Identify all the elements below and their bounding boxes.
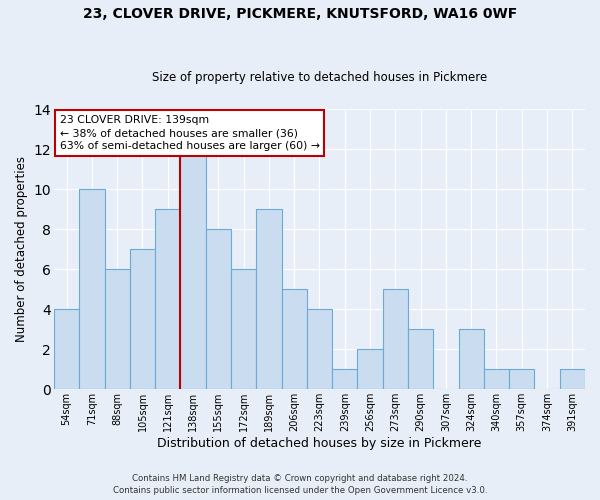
Bar bbox=[458, 330, 484, 390]
X-axis label: Distribution of detached houses by size in Pickmere: Distribution of detached houses by size … bbox=[157, 437, 482, 450]
Y-axis label: Number of detached properties: Number of detached properties bbox=[15, 156, 28, 342]
Bar bbox=[383, 290, 408, 390]
Bar bbox=[307, 310, 332, 390]
Text: 23, CLOVER DRIVE, PICKMERE, KNUTSFORD, WA16 0WF: 23, CLOVER DRIVE, PICKMERE, KNUTSFORD, W… bbox=[83, 8, 517, 22]
Bar bbox=[509, 370, 535, 390]
Bar bbox=[560, 370, 585, 390]
Bar bbox=[358, 350, 383, 390]
Text: 23 CLOVER DRIVE: 139sqm
← 38% of detached houses are smaller (36)
63% of semi-de: 23 CLOVER DRIVE: 139sqm ← 38% of detache… bbox=[59, 115, 320, 151]
Bar bbox=[408, 330, 433, 390]
Text: Contains HM Land Registry data © Crown copyright and database right 2024.
Contai: Contains HM Land Registry data © Crown c… bbox=[113, 474, 487, 495]
Bar bbox=[332, 370, 358, 390]
Bar bbox=[104, 270, 130, 390]
Bar bbox=[79, 190, 104, 390]
Bar bbox=[54, 310, 79, 390]
Bar bbox=[281, 290, 307, 390]
Bar bbox=[155, 210, 181, 390]
Title: Size of property relative to detached houses in Pickmere: Size of property relative to detached ho… bbox=[152, 72, 487, 85]
Bar bbox=[206, 230, 231, 390]
Bar bbox=[256, 210, 281, 390]
Bar bbox=[181, 150, 206, 390]
Bar bbox=[484, 370, 509, 390]
Bar bbox=[130, 250, 155, 390]
Bar bbox=[231, 270, 256, 390]
